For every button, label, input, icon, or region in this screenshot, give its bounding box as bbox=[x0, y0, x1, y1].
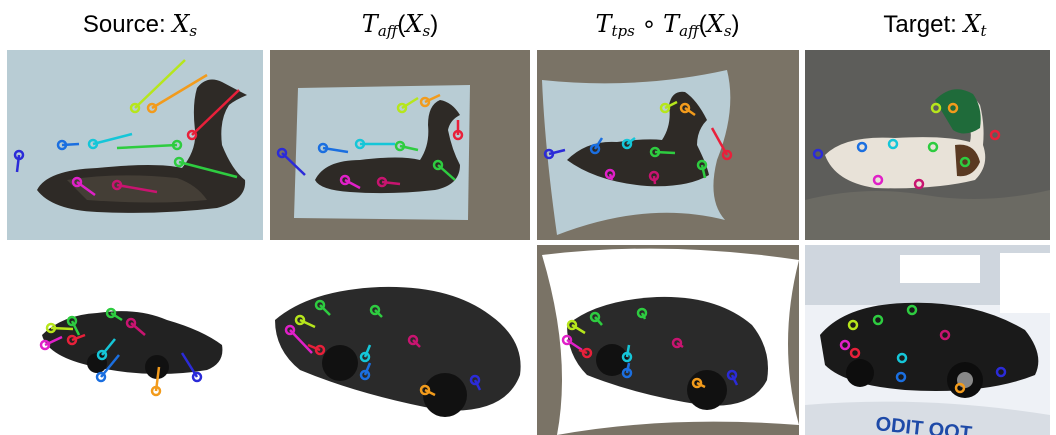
header-tps-T2: T bbox=[663, 10, 680, 38]
duck-tps-image bbox=[542, 70, 733, 235]
header-source-label: Source: bbox=[82, 11, 173, 38]
header-affine-T: T bbox=[361, 10, 378, 38]
panel-source-car bbox=[7, 245, 263, 435]
header-tps: Ttps ∘ Taff(Xs) bbox=[545, 10, 790, 42]
panel-affine-car bbox=[270, 245, 530, 435]
header-target: Target: Xt bbox=[835, 10, 1035, 42]
header-tps-sym-sub: s bbox=[723, 22, 732, 40]
header-target-sub: t bbox=[980, 22, 987, 40]
panel-source-duck bbox=[7, 50, 263, 240]
panel-tps-duck bbox=[537, 50, 799, 240]
car-tps-image bbox=[537, 245, 799, 435]
duck-affine-image bbox=[276, 85, 470, 220]
header-affine-sym: X bbox=[405, 10, 423, 38]
header-affine-sub: aff bbox=[377, 22, 398, 40]
header-tps-op: ∘ bbox=[634, 11, 664, 38]
header-affine-open: ( bbox=[397, 11, 406, 38]
panel-target-duck bbox=[805, 50, 1050, 240]
header-tps-open: ( bbox=[698, 11, 707, 38]
car-affine-image bbox=[275, 286, 521, 417]
header-tps-sym: X bbox=[706, 10, 724, 38]
header-target-sym: X bbox=[963, 10, 981, 38]
panel-affine-duck bbox=[270, 50, 530, 240]
header-tps-close: ) bbox=[731, 11, 740, 38]
header-source: Source: Xs bbox=[40, 10, 240, 42]
header-target-label: Target: bbox=[883, 11, 964, 38]
duck-target-image bbox=[805, 50, 1050, 240]
header-tps-sub2: aff bbox=[679, 22, 699, 40]
header-affine: Taff(Xs) bbox=[300, 10, 500, 42]
car-source-image bbox=[39, 307, 223, 397]
car-target-image: ODIT OOT bbox=[805, 245, 1050, 435]
header-source-sym: X bbox=[172, 10, 190, 38]
header-tps-sub: tps bbox=[611, 22, 635, 40]
header-source-sub: s bbox=[189, 22, 198, 40]
panel-target-car: ODIT OOT bbox=[805, 245, 1050, 435]
duck-source-image bbox=[13, 59, 247, 213]
header-affine-sym-sub: s bbox=[422, 22, 431, 40]
header-affine-close: ) bbox=[430, 11, 439, 38]
header-tps-T: T bbox=[595, 10, 612, 38]
panel-tps-car bbox=[537, 245, 799, 435]
